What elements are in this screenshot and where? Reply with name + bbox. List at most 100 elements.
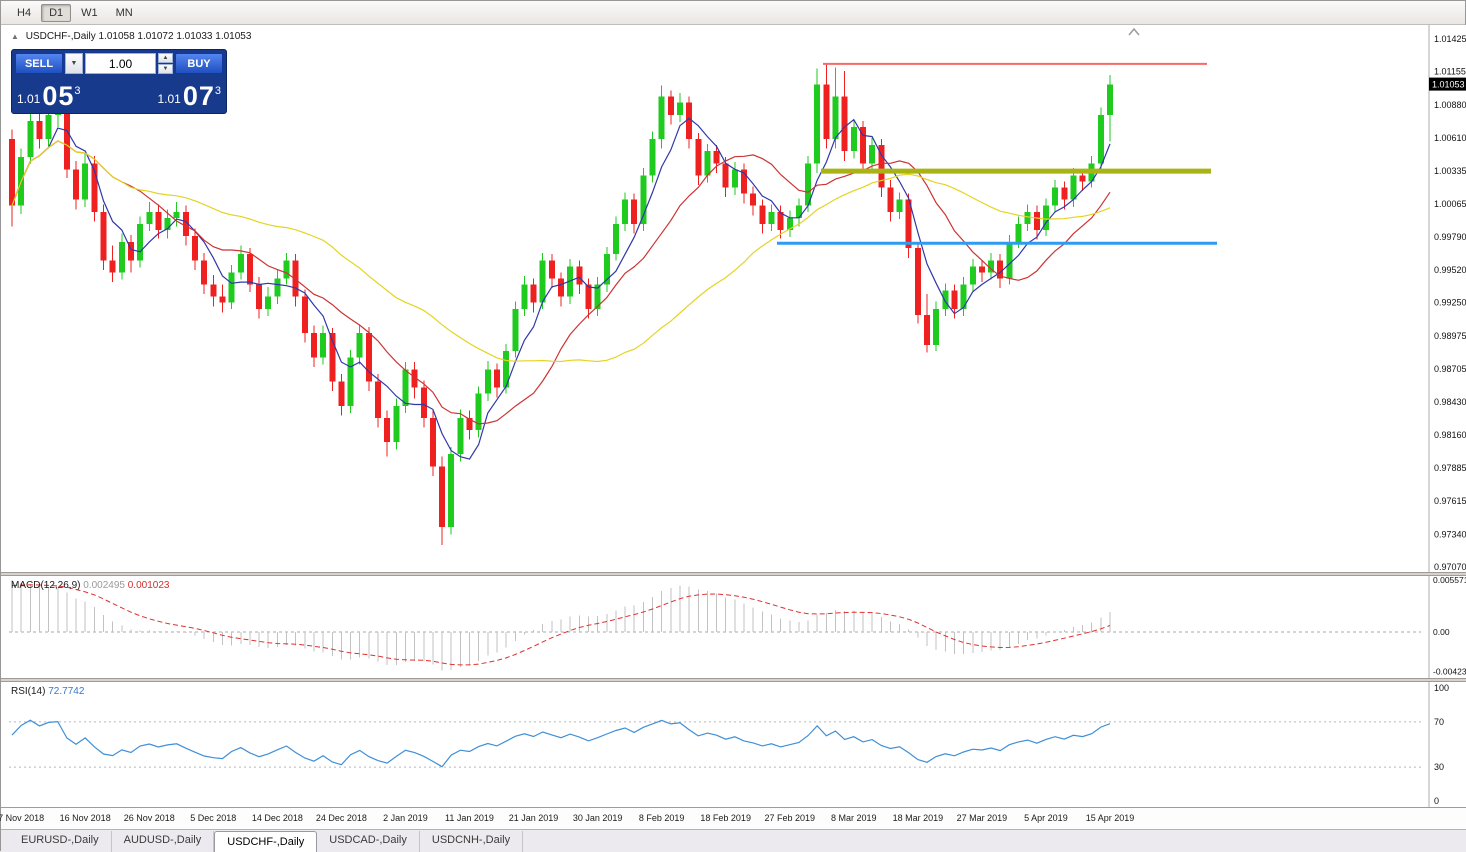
chart-tab-bar: EURUSD-,Daily AUDUSD-,Daily USDCHF-,Daily U… (1, 829, 1466, 852)
current-price-badge (1429, 77, 1466, 91)
macd-axis-label: 0.005571 (1433, 576, 1466, 585)
volume-decrease-button[interactable]: ▼ (158, 64, 173, 74)
collapse-trade-panel-icon[interactable]: ▲ (11, 32, 19, 41)
buy-button[interactable]: BUY (175, 53, 223, 74)
timeframe-button-mn[interactable]: MN (115, 6, 133, 19)
price-chart-canvas[interactable]: 1.014251.011551.008801.006101.003351.000… (1, 25, 1466, 572)
ma-line-13 (11, 140, 1111, 425)
chart-tab-list: EURUSD-,Daily AUDUSD-,Daily USDCHF-,Daily U… (9, 831, 524, 852)
date-label: 21 Jan 2019 (508, 813, 559, 823)
ask-price-prefix: 1.01 (157, 92, 181, 106)
price-axis-label: 1.01425 (1434, 34, 1466, 44)
panel-splitter[interactable] (1, 572, 1466, 576)
ask-price-main: 07 (182, 81, 215, 111)
rsi-value: 72.7742 (48, 686, 85, 697)
date-label: 16 Nov 2018 (59, 813, 111, 823)
date-label: 27 Feb 2019 (764, 813, 816, 823)
chart-tab-usdcad[interactable]: USDCAD-,Daily (317, 831, 420, 852)
bid-price-main: 05 (42, 81, 75, 111)
price-axis-label: 0.98160 (1434, 430, 1466, 440)
date-label: 7 Nov 2018 (0, 813, 45, 823)
ask-price-display: 1.01 07 3 (157, 76, 221, 110)
timeframe-button-d1[interactable]: D1 (41, 3, 72, 22)
rsi-label: RSI(14) 72.7742 (11, 686, 84, 697)
price-axis-label: 0.97615 (1434, 496, 1466, 506)
price-axis-label: 0.97070 (1434, 562, 1466, 572)
macd-main-value: 0.002495 (83, 580, 125, 591)
price-axis-label: 1.00065 (1434, 199, 1466, 209)
bid-price-prefix: 1.01 (17, 92, 41, 106)
macd-name: MACD(12,26,9) (11, 580, 81, 591)
chart-symbol-title: USDCHF-,Daily (25, 31, 96, 42)
one-click-trade-panel: SELL ▼ 1.00 ▲ ▼ BUY 1.01 05 3 1.01 (11, 49, 227, 114)
chart-tab-usdchf[interactable]: USDCHF-,Daily (214, 831, 318, 852)
macd-histogram (11, 579, 1111, 671)
date-label: 18 Mar 2019 (892, 813, 944, 823)
ask-price-pipette: 3 (214, 85, 221, 97)
rsi-axis-label: 30 (1434, 762, 1444, 772)
panel-splitter[interactable] (1, 678, 1466, 682)
date-label: 11 Jan 2019 (445, 813, 494, 823)
date-label: 8 Mar 2019 (831, 813, 877, 823)
price-axis-label: 0.97340 (1434, 529, 1466, 539)
price-axis-label: 1.01155 (1434, 67, 1466, 77)
timeframe-button-group: H4 D1 W1 MN (9, 3, 141, 22)
rsi-line (11, 719, 1111, 768)
sell-button[interactable]: SELL (15, 53, 63, 74)
macd-label: MACD(12,26,9) 0.002495 0.001023 (11, 580, 169, 591)
rsi-axis-label: 0 (1434, 796, 1439, 806)
volume-increase-button[interactable]: ▲ (158, 53, 173, 63)
date-label: 26 Nov 2018 (123, 813, 175, 823)
scroll-to-end-marker[interactable] (1128, 27, 1140, 36)
rsi-canvas[interactable]: 100 70 30 0 (1, 682, 1466, 807)
timeframe-toolbar: H4 D1 W1 MN (1, 1, 1465, 25)
chart-tab-usdcnh[interactable]: USDCNH-,Daily (420, 831, 524, 852)
price-axis-label: 0.98975 (1434, 331, 1466, 341)
volume-stepper: ▲ ▼ (158, 53, 173, 74)
ma-line-34 (11, 140, 1111, 363)
bid-price-display: 1.01 05 3 (17, 76, 81, 110)
price-axis-label: 0.99250 (1434, 298, 1466, 308)
timeframe-button-h4[interactable]: H4 (17, 6, 32, 19)
chart-tab-audusd[interactable]: AUDUSD-,Daily (112, 831, 215, 852)
timeframe-button-w1[interactable]: W1 (81, 6, 98, 19)
price-axis-label: 0.98705 (1434, 364, 1466, 374)
price-axis-label: 0.99790 (1434, 232, 1466, 242)
macd-axis-label: 0.00 (1433, 627, 1450, 637)
date-label: 8 Feb 2019 (638, 813, 685, 823)
date-label: 5 Apr 2019 (1024, 813, 1068, 823)
price-axis-label: 0.98430 (1434, 397, 1466, 407)
rsi-name: RSI(14) (11, 686, 46, 697)
date-label: 18 Feb 2019 (700, 813, 751, 823)
chart-header: ▲ USDCHF-,Daily 1.01058 1.01072 1.01033 … (11, 31, 251, 42)
date-axis[interactable]: 7 Nov 2018 16 Nov 2018 26 Nov 2018 5 Dec 20… (0, 807, 1466, 829)
macd-canvas[interactable]: 0.005571 0.00 -0.004234 (1, 576, 1466, 678)
rsi-axis-label: 70 (1434, 717, 1444, 727)
date-label: 14 Dec 2018 (251, 813, 303, 823)
date-label: 27 Mar 2019 (956, 813, 1008, 823)
volume-input[interactable]: 1.00 (85, 53, 156, 74)
chart-tab-eurusd[interactable]: EURUSD-,Daily (9, 831, 112, 852)
chevron-down-icon: ▼ (70, 60, 78, 67)
chart-ohlc-values: 1.01058 1.01072 1.01033 1.01053 (98, 31, 252, 42)
date-label: 30 Jan 2019 (572, 813, 623, 823)
price-axis-label: 0.97885 (1434, 463, 1466, 473)
price-axis-label: 1.00335 (1434, 166, 1466, 176)
date-label: 5 Dec 2018 (190, 813, 237, 823)
rsi-indicator-panel: 100 70 30 0 RSI(14) 72.7742 (1, 682, 1466, 807)
macd-signal-value: 0.001023 (127, 580, 170, 591)
volume-dropdown-button[interactable]: ▼ (65, 53, 83, 74)
macd-axis-label: -0.004234 (1433, 666, 1466, 676)
current-price-text: 1.01053 (1432, 80, 1465, 90)
candlestick-series (9, 63, 1113, 546)
price-axis-label: 1.00880 (1434, 100, 1466, 110)
price-axis-label: 0.99520 (1434, 265, 1466, 275)
date-label: 15 Apr 2019 (1085, 813, 1135, 823)
bid-price-pipette: 3 (74, 85, 81, 97)
main-chart-panel: 1.01425 1.01155 1.00880 1.00610 1.00335 1.000… (1, 25, 1466, 572)
macd-indicator-panel: 0.005571 0.00 -0.004234 MACD(12,26,9) 0.00… (1, 576, 1466, 678)
rsi-axis-label: 100 (1434, 683, 1449, 693)
price-axis-label: 1.00610 (1434, 133, 1466, 143)
date-label: 24 Dec 2018 (315, 813, 367, 823)
